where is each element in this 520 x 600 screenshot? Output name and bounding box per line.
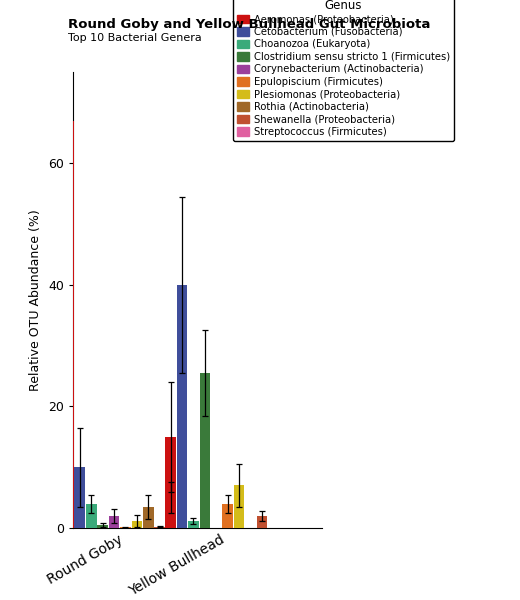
Bar [166, 497, 176, 528]
Text: Top 10 Bacterial Genera: Top 10 Bacterial Genera [68, 33, 201, 43]
Bar [86, 503, 97, 528]
Bar [63, 121, 74, 528]
Text: Round Goby and Yellow Bullhead Gut Microbiota: Round Goby and Yellow Bullhead Gut Micro… [68, 18, 430, 31]
Bar [188, 521, 199, 528]
Bar [223, 503, 233, 528]
Bar [256, 516, 267, 528]
Bar [97, 525, 108, 528]
Bar [74, 467, 85, 528]
Bar [200, 373, 210, 528]
Bar [109, 516, 120, 528]
Bar [165, 437, 176, 528]
Bar [154, 527, 165, 528]
Bar [120, 527, 131, 528]
Y-axis label: Relative OTU Abundance (%): Relative OTU Abundance (%) [29, 209, 42, 391]
Legend: Aeromonas (Proteobacteria), Cetobacterium (Fusobacteria), Choanozoa (Eukaryota),: Aeromonas (Proteobacteria), Cetobacteriu… [232, 0, 453, 141]
Bar [177, 285, 187, 528]
Bar [132, 521, 142, 528]
Bar [143, 507, 153, 528]
Bar [233, 485, 244, 528]
